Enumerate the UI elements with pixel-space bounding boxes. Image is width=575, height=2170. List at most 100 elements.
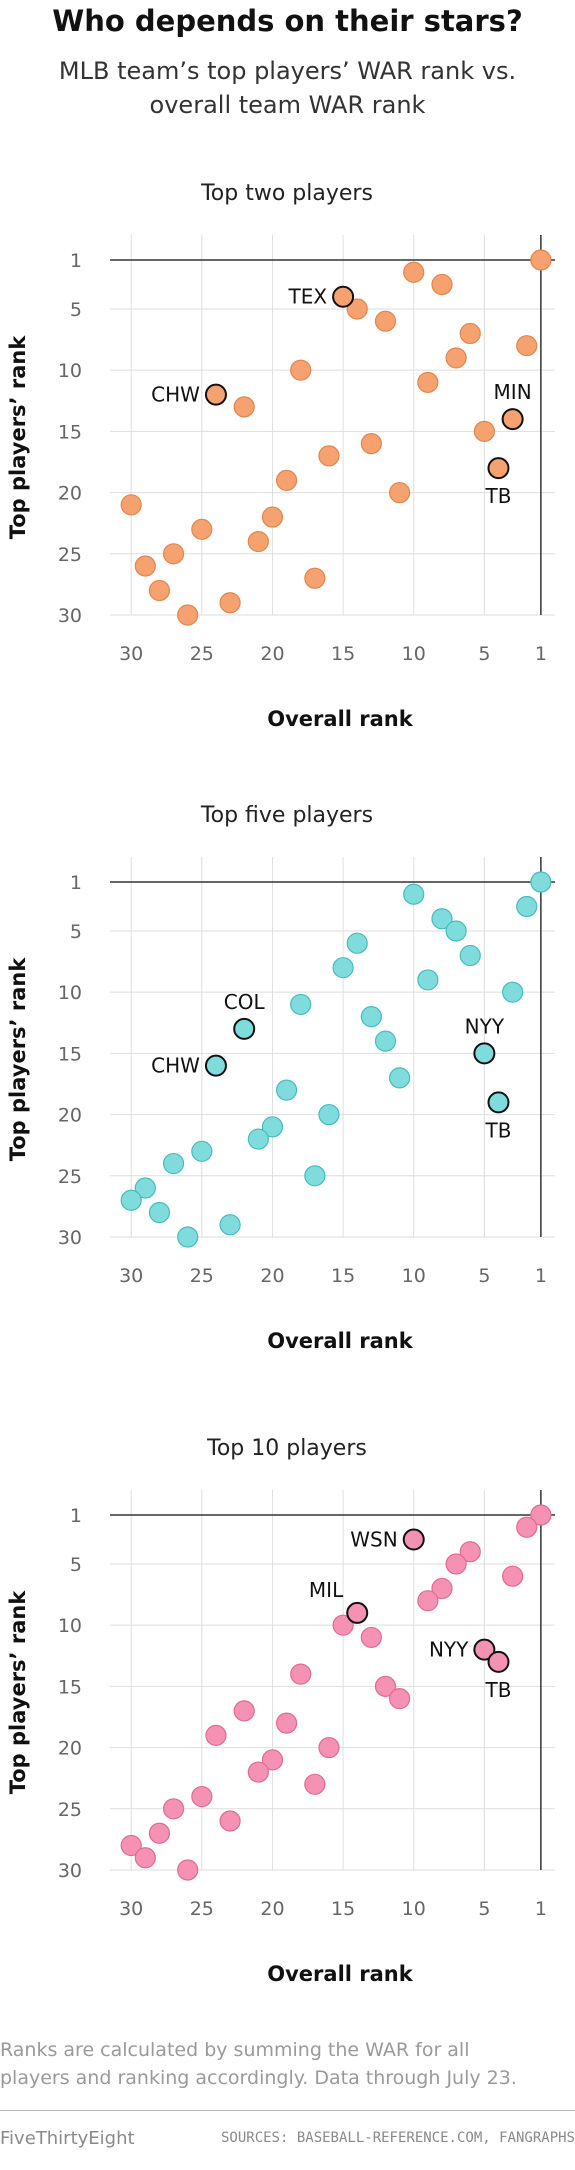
chart-0-xtick-3: 15 [331,643,355,665]
chart-1-xtick-2: 20 [260,1265,284,1287]
chart-1-xtick-1: 25 [190,1265,214,1287]
chart-2-point-9 [290,1663,312,1685]
chart-1-point-25 [177,1226,199,1248]
chart-2-point-tb [487,1650,510,1673]
chart-2-xtick-2: 20 [260,1898,284,1920]
chart-2-point-7 [332,1614,354,1636]
chart-0-ytick-4: 20 [58,483,82,505]
chart-2-point-14 [205,1724,227,1746]
chart-2-xtick-4: 10 [402,1898,426,1920]
chart-2-point-10 [374,1675,397,1697]
footnote-line-1: Ranks are calculated by summing the WAR … [0,2039,470,2061]
chart-0-xtick-2: 20 [260,643,284,665]
chart-0-point-16 [120,494,142,516]
chart-1-point-7 [332,957,354,979]
chart-0-xlabel: Overall rank [267,707,413,731]
chart-1-ytick-6: 30 [58,1227,82,1249]
chart-1-point-13 [389,1067,411,1089]
chart-1-label-nyy: NYY [465,1014,505,1038]
chart-1-point-16 [261,1116,284,1138]
chart-2-point-25 [177,1859,199,1881]
chart-2-point-16 [261,1749,284,1771]
chart-2-point-12 [233,1700,255,1722]
chart-0-point-14 [275,469,298,491]
chart-2-point-0 [530,1504,552,1526]
chart-1-point-20 [304,1165,326,1187]
chart-0-point-24 [219,592,241,614]
chart-0-point-9 [417,371,439,394]
chart-2-point-21 [219,1810,241,1832]
subtitle-line-2: overall team WAR rank [149,91,426,119]
chart-2-xtick-1: 25 [190,1898,214,1920]
chart-2-label-nyy: NYY [429,1638,469,1662]
chart-1-point-6 [459,944,481,967]
chart-1-point-22 [120,1189,142,1211]
chart-1-point-col [233,1017,256,1040]
chart-0-title: Top two players [200,181,373,206]
chart-2-point-wsn [402,1528,425,1551]
chart-2-label-tb: TB [485,1678,512,1702]
chart-2-point-19 [191,1785,213,1808]
chart-2-ytick-1: 5 [70,1554,82,1576]
chart-2-xtick-5: 5 [478,1898,490,1920]
chart-0-ytick-5: 25 [58,544,82,566]
chart-0-point-5 [459,322,481,345]
chart-0-xtick-5: 5 [478,643,490,665]
chart-1-point-21 [134,1177,156,1199]
page-subtitle: MLB team’s top players’ WAR rank vs. ove… [0,54,575,122]
chart-1-point-1 [403,883,425,905]
chart-1-point-18 [191,1140,213,1162]
chart-2-ytick-2: 10 [58,1615,82,1637]
chart-2-ytick-5: 25 [58,1799,82,1821]
chart-0-ytick-6: 30 [58,605,82,627]
chart-1-point-0 [530,871,552,893]
chart-2-ytick-4: 20 [58,1738,82,1760]
chart-1-point-nyy [473,1042,496,1065]
chart-0-ytick-3: 15 [58,421,82,443]
chart-2-label-wsn: WSN [350,1527,397,1551]
chart-2-xlabel: Overall rank [267,1962,413,1986]
chart-1-ytick-2: 10 [58,982,82,1004]
chart-0-point-17 [261,506,284,528]
chart-1-ytick-1: 5 [70,921,82,943]
chart-0-ytick-0: 1 [70,250,82,272]
chart-0-point-18 [191,518,213,540]
chart-2-point-13 [275,1712,298,1734]
chart-0-xtick-0: 30 [119,643,143,665]
chart-2-xtick-0: 30 [119,1898,143,1920]
chart-1-point-5 [346,932,368,954]
chart-0-xtick-6: 1 [535,643,547,665]
chart-0-point-23 [148,579,171,602]
chart-2-point-17 [247,1761,269,1783]
chart-2-point-8 [360,1626,382,1649]
brand-logo-text: FiveThirtyEight [0,2128,135,2149]
chart-2-xtick-6: 1 [535,1898,547,1920]
chart-0-xtick-1: 25 [190,643,214,665]
chart-1-point-9 [502,981,524,1003]
chart-1-label-chw: CHW [151,1054,200,1078]
chart-0-label-min: MIN [494,380,532,404]
chart-2-ytick-0: 1 [70,1505,82,1527]
chart-1-xtick-0: 30 [119,1265,143,1287]
chart-0-point-12 [360,433,382,455]
chart-1-label-col: COL [224,990,266,1014]
chart-1-point-19 [162,1152,185,1175]
footer-divider [0,2110,575,2111]
chart-2-point-6 [417,1590,439,1612]
chart-1-point-23 [148,1201,171,1224]
chart-1-point-10 [290,993,312,1016]
chart-1-point-11 [360,1006,382,1028]
chart-2-label-mil: MIL [309,1578,344,1602]
chart-2-point-15 [318,1736,340,1759]
chart-2-point-nyy [473,1638,496,1661]
chart-2-title: Top 10 players [206,1436,367,1461]
chart-0-point-8 [290,359,312,381]
chart-1-ylabel: Top players’ rank [6,957,30,1162]
chart-0-point-21 [134,555,156,577]
chart-2-ylabel: Top players’ rank [6,1590,30,1795]
subtitle-line-1: MLB team’s top players’ WAR rank vs. [58,57,517,85]
chart-1-point-3 [431,908,453,930]
chart-0-point-25 [177,604,199,626]
